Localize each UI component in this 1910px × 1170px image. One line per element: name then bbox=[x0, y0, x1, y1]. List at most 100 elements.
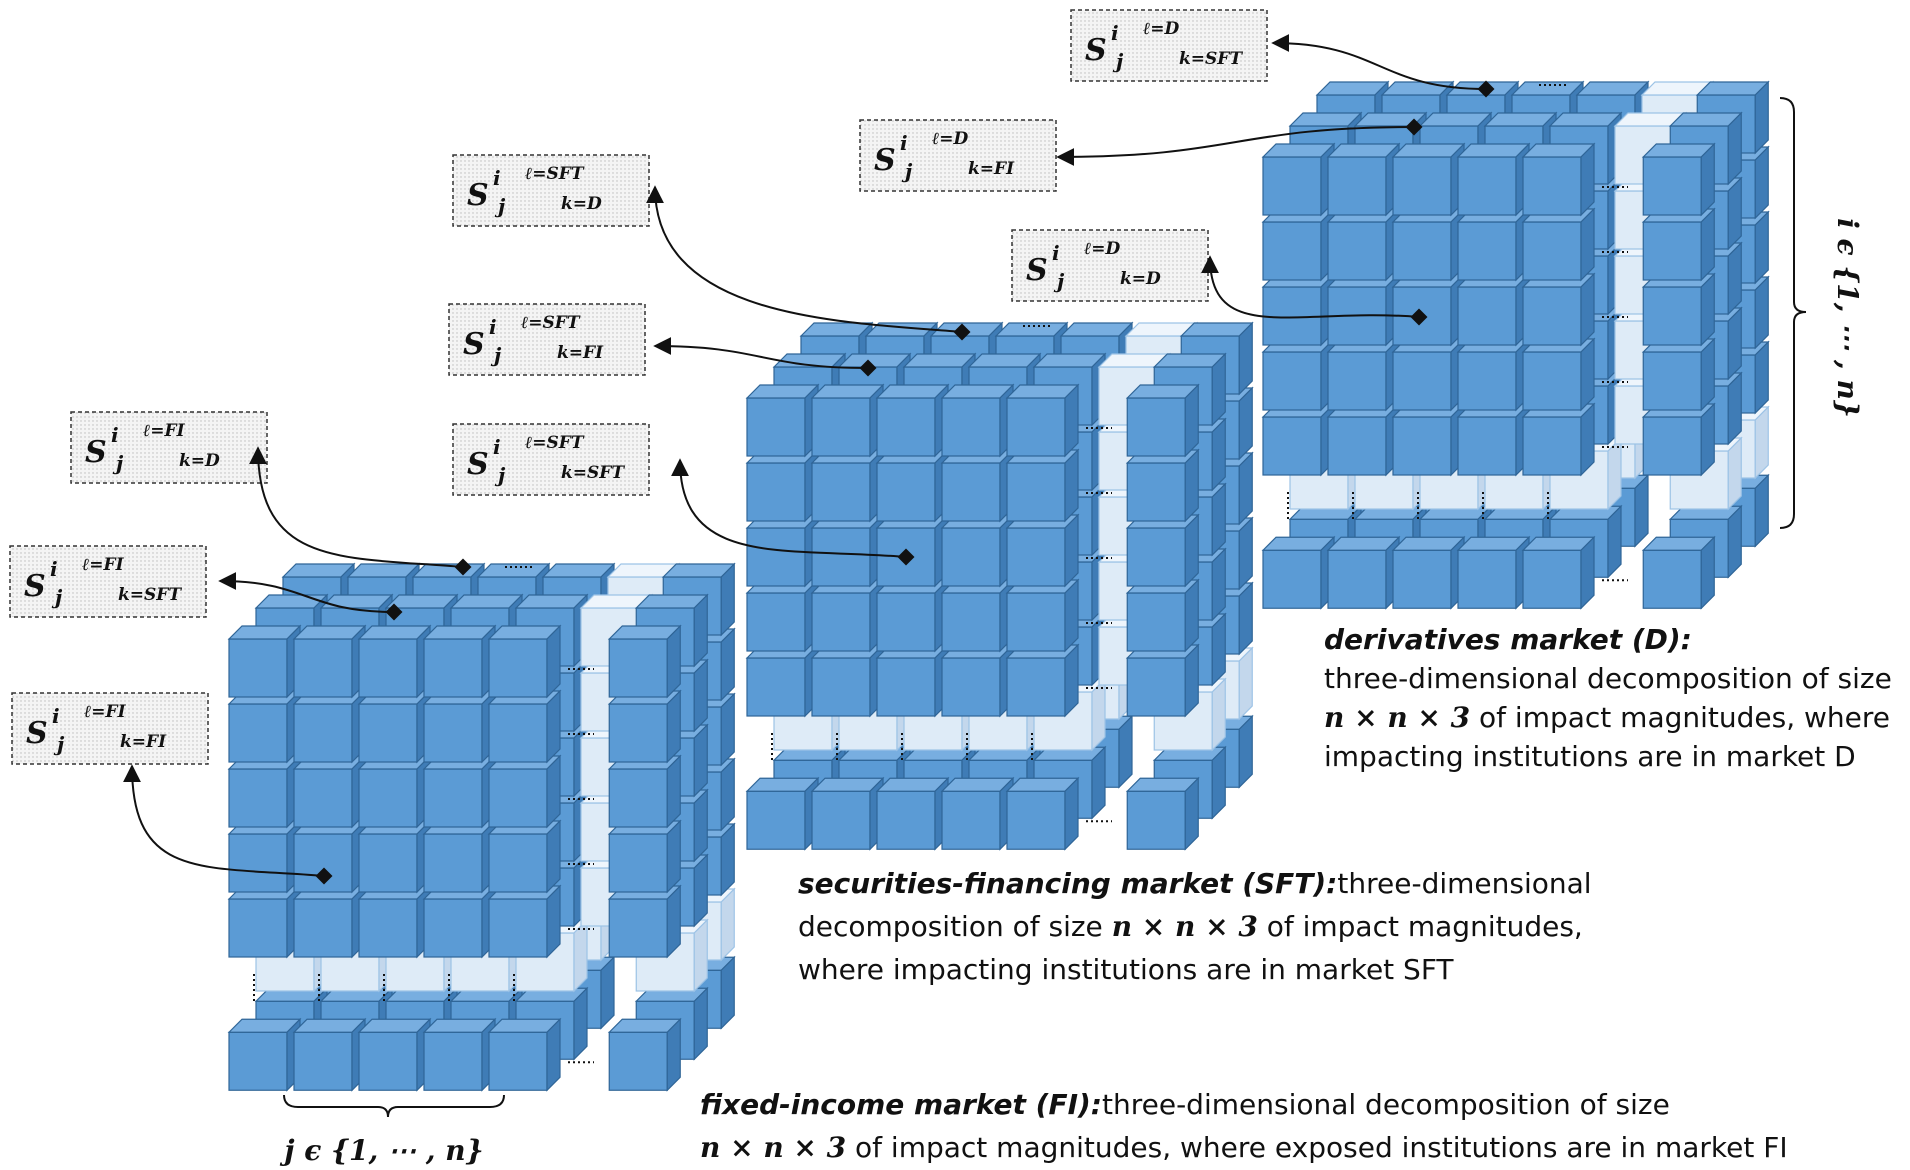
cube-side bbox=[1184, 383, 1199, 458]
cube-front bbox=[488, 703, 548, 763]
cube bbox=[227, 1017, 302, 1092]
box bbox=[9, 545, 207, 618]
cube-side bbox=[573, 918, 588, 993]
cube-front bbox=[488, 768, 548, 828]
label-k: k=SFT bbox=[561, 463, 625, 483]
cube-front bbox=[1262, 549, 1322, 609]
cube-front bbox=[1522, 351, 1582, 411]
cube bbox=[487, 689, 562, 764]
cube bbox=[357, 754, 432, 829]
cube-side bbox=[666, 624, 681, 699]
cube bbox=[1456, 142, 1531, 217]
caption-text: decomposition of size bbox=[798, 910, 1112, 943]
cube bbox=[1521, 207, 1596, 282]
cube-front bbox=[1392, 221, 1452, 281]
cube bbox=[1641, 142, 1716, 217]
cube-front bbox=[941, 397, 1001, 457]
label-k: k=SFT bbox=[1179, 49, 1243, 69]
cube-side bbox=[693, 658, 708, 733]
cube-front bbox=[488, 638, 548, 698]
cube-side bbox=[1238, 321, 1253, 396]
cube-side bbox=[720, 955, 735, 1030]
cube bbox=[875, 578, 950, 653]
cube-front bbox=[941, 790, 1001, 850]
label-l: ℓ=D bbox=[1143, 19, 1180, 39]
box bbox=[452, 154, 650, 227]
cube-side bbox=[1580, 207, 1595, 282]
cube-side bbox=[1754, 340, 1769, 415]
cube bbox=[1125, 513, 1200, 588]
cube bbox=[1261, 402, 1336, 477]
cube-side bbox=[1118, 714, 1133, 789]
cube bbox=[357, 819, 432, 894]
cube bbox=[1391, 207, 1466, 282]
label-l: ℓ=FI bbox=[143, 421, 186, 441]
cube-side bbox=[720, 887, 735, 962]
cube-front bbox=[1522, 286, 1582, 346]
cube bbox=[422, 819, 497, 894]
caption-line: n × n × 3 of impact magnitudes, where bbox=[1324, 701, 1890, 734]
cube-front bbox=[228, 638, 288, 698]
cube bbox=[875, 383, 950, 458]
cube-side bbox=[1700, 337, 1715, 412]
label-l: ℓ=FI bbox=[82, 555, 125, 575]
cube-front bbox=[1642, 416, 1702, 476]
cube bbox=[1005, 383, 1080, 458]
caption-text: three-dimensional bbox=[1337, 867, 1591, 900]
cube bbox=[745, 448, 820, 523]
connector bbox=[249, 446, 464, 568]
cube-front bbox=[876, 657, 936, 717]
cube bbox=[875, 776, 950, 851]
cube bbox=[810, 776, 885, 851]
cube-side bbox=[1754, 275, 1769, 350]
cube bbox=[1326, 272, 1401, 347]
cube-front bbox=[293, 703, 353, 763]
cube-front bbox=[746, 657, 806, 717]
cube-front bbox=[488, 1031, 548, 1091]
cube bbox=[745, 643, 820, 718]
cube bbox=[292, 624, 367, 699]
cube-front bbox=[1262, 416, 1322, 476]
box bbox=[1070, 9, 1268, 82]
cube-front bbox=[1262, 221, 1322, 281]
cube-side bbox=[1754, 405, 1769, 480]
caption-text: impacting institutions are in market D bbox=[1324, 740, 1856, 773]
cube-side bbox=[1700, 535, 1715, 610]
label-base: S bbox=[24, 569, 46, 604]
connector bbox=[671, 458, 907, 558]
cube-side bbox=[1064, 776, 1079, 851]
cube bbox=[1125, 448, 1200, 523]
cube bbox=[1326, 535, 1401, 610]
caption-math: n × n × 3 bbox=[1112, 910, 1258, 943]
cube bbox=[875, 513, 950, 588]
cube-side bbox=[1091, 745, 1106, 820]
connector bbox=[1056, 126, 1415, 166]
cube bbox=[292, 884, 367, 959]
diamond bbox=[897, 548, 915, 566]
caption-title: derivatives market (D): bbox=[1324, 623, 1692, 656]
caption-text: of impact magnitudes, bbox=[1258, 910, 1583, 943]
cube-side bbox=[666, 1017, 681, 1092]
cube bbox=[607, 689, 682, 764]
cube bbox=[745, 578, 820, 653]
cube bbox=[1521, 272, 1596, 347]
caption-title: securities-financing market (SFT): bbox=[798, 867, 1337, 900]
cube bbox=[810, 383, 885, 458]
cube bbox=[1456, 207, 1531, 282]
cube bbox=[1261, 207, 1336, 282]
cube-front bbox=[1642, 221, 1702, 281]
cube-side bbox=[1211, 352, 1226, 427]
cube bbox=[227, 884, 302, 959]
cube bbox=[292, 819, 367, 894]
cube bbox=[1641, 535, 1716, 610]
label-k: k=SFT bbox=[118, 585, 182, 605]
i-axis-label: i ϵ {1, ⋯ , n} bbox=[1831, 218, 1864, 418]
cube-front bbox=[358, 638, 418, 698]
diamond bbox=[953, 323, 971, 341]
cube-side bbox=[1238, 516, 1253, 591]
cube-side bbox=[1238, 386, 1253, 461]
